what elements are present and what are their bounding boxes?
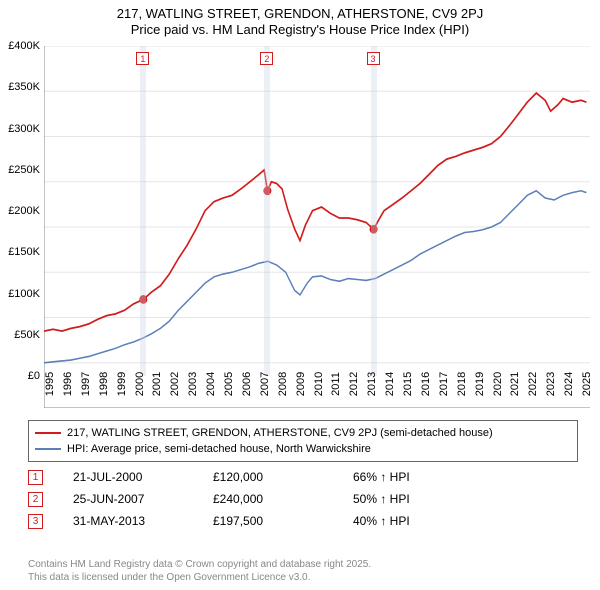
- sale-date: 31-MAY-2013: [73, 514, 213, 528]
- x-tick-label: 2013: [366, 372, 378, 396]
- y-tick-label: £300K: [8, 123, 40, 135]
- x-tick-label: 1995: [44, 372, 56, 396]
- y-tick-label: £150K: [8, 246, 40, 258]
- x-tick-label: 2002: [169, 372, 181, 396]
- x-tick-label: 2014: [384, 372, 396, 396]
- x-tick-label: 2011: [330, 372, 342, 396]
- chart-subtitle: Price paid vs. HM Land Registry's House …: [10, 22, 590, 37]
- x-tick-label: 2022: [527, 372, 539, 396]
- x-tick-label: 2018: [456, 372, 468, 396]
- y-tick-label: £400K: [8, 40, 40, 52]
- x-tick-label: 1999: [116, 372, 128, 396]
- marker-band: [264, 46, 270, 376]
- footer-line-2: This data is licensed under the Open Gov…: [28, 571, 371, 584]
- legend: 217, WATLING STREET, GRENDON, ATHERSTONE…: [28, 420, 578, 462]
- sale-delta: 66% ↑ HPI: [353, 470, 410, 484]
- x-tick-label: 2017: [438, 372, 450, 396]
- x-tick-label: 2009: [295, 372, 307, 396]
- sale-date: 25-JUN-2007: [73, 492, 213, 506]
- sale-delta: 40% ↑ HPI: [353, 514, 410, 528]
- x-tick-label: 2023: [545, 372, 557, 396]
- y-tick-label: £100K: [8, 288, 40, 300]
- x-tick-label: 2012: [348, 372, 360, 396]
- x-tick-label: 2020: [492, 372, 504, 396]
- marker-badge: 3: [367, 52, 380, 65]
- title-block: 217, WATLING STREET, GRENDON, ATHERSTONE…: [0, 0, 600, 39]
- legend-swatch: [35, 432, 61, 434]
- y-tick-label: £250K: [8, 164, 40, 176]
- sale-row: 3 31-MAY-2013£197,50040% ↑ HPI: [28, 510, 578, 532]
- footer-line-1: Contains HM Land Registry data © Crown c…: [28, 558, 371, 571]
- footer-attribution: Contains HM Land Registry data © Crown c…: [28, 558, 371, 584]
- marker-band: [371, 46, 377, 376]
- y-tick-label: £350K: [8, 81, 40, 93]
- sale-badge: 2: [28, 492, 43, 507]
- legend-swatch: [35, 448, 61, 450]
- x-tick-label: 2000: [134, 372, 146, 396]
- x-tick-label: 2025: [581, 372, 593, 396]
- sale-badge: 3: [28, 514, 43, 529]
- legend-label: HPI: Average price, semi-detached house,…: [67, 443, 371, 455]
- legend-item: 217, WATLING STREET, GRENDON, ATHERSTONE…: [35, 425, 571, 441]
- legend-label: 217, WATLING STREET, GRENDON, ATHERSTONE…: [67, 427, 493, 439]
- y-tick-label: £200K: [8, 205, 40, 217]
- x-tick-label: 2006: [241, 372, 253, 396]
- chart-title: 217, WATLING STREET, GRENDON, ATHERSTONE…: [10, 6, 590, 21]
- x-tick-label: 2024: [563, 372, 575, 396]
- x-tick-label: 2010: [313, 372, 325, 396]
- sale-price: £120,000: [213, 470, 353, 484]
- sale-delta: 50% ↑ HPI: [353, 492, 410, 506]
- x-tick-label: 2004: [205, 372, 217, 396]
- x-tick-label: 2019: [474, 372, 486, 396]
- x-tick-label: 2015: [402, 372, 414, 396]
- sale-row: 2 25-JUN-2007£240,00050% ↑ HPI: [28, 488, 578, 510]
- chart-container: 217, WATLING STREET, GRENDON, ATHERSTONE…: [0, 0, 600, 590]
- y-axis-ticks: £0£50K£100K£150K£200K£250K£300K£350K£400…: [0, 46, 42, 376]
- chart-svg: [44, 46, 590, 408]
- sale-badge: 1: [28, 470, 43, 485]
- x-tick-label: 2005: [223, 372, 235, 396]
- sale-row: 1 21-JUL-2000£120,00066% ↑ HPI: [28, 466, 578, 488]
- x-axis-ticks: 1995199619971998199920002001200220032004…: [44, 378, 590, 418]
- legend-item: HPI: Average price, semi-detached house,…: [35, 441, 571, 457]
- sale-annotations: 1 21-JUL-2000£120,00066% ↑ HPI 2 25-JUN-200…: [28, 466, 578, 532]
- marker-band: [140, 46, 146, 376]
- x-tick-label: 2001: [151, 372, 163, 396]
- x-tick-label: 2016: [420, 372, 432, 396]
- x-tick-label: 2003: [187, 372, 199, 396]
- x-tick-label: 1996: [62, 372, 74, 396]
- x-tick-label: 1997: [80, 372, 92, 396]
- x-tick-label: 2007: [259, 372, 271, 396]
- x-tick-label: 2021: [509, 372, 521, 396]
- sale-price: £197,500: [213, 514, 353, 528]
- y-tick-label: £0: [28, 370, 40, 382]
- sale-date: 21-JUL-2000: [73, 470, 213, 484]
- plot-area: 1 2 3: [44, 46, 590, 408]
- x-tick-label: 1998: [98, 372, 110, 396]
- x-tick-label: 2008: [277, 372, 289, 396]
- y-tick-label: £50K: [14, 329, 40, 341]
- sale-price: £240,000: [213, 492, 353, 506]
- marker-badge: 2: [260, 52, 273, 65]
- marker-badge: 1: [136, 52, 149, 65]
